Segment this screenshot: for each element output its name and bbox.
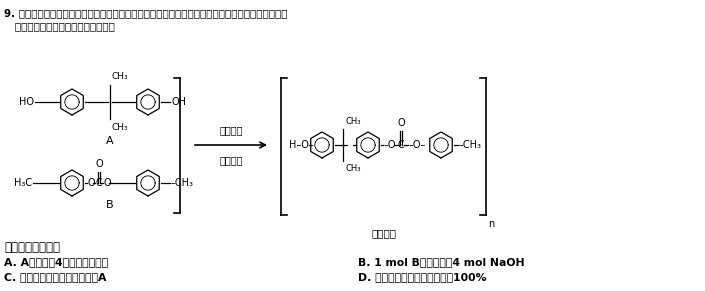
Text: n: n bbox=[488, 219, 494, 229]
Text: O: O bbox=[104, 178, 111, 188]
Text: 9. 聚碳酸酯具有优越的光学性能，可制作成光学透镜，用于相机、显微镜、投影仪的光学程序系统。: 9. 聚碳酸酯具有优越的光学性能，可制作成光学透镜，用于相机、显微镜、投影仪的光… bbox=[4, 8, 288, 18]
Text: D. 该合成反应的原子利用率为100%: D. 该合成反应的原子利用率为100% bbox=[358, 272, 486, 282]
Text: B. 1 mol B最多可消耗4 mol NaOH: B. 1 mol B最多可消耗4 mol NaOH bbox=[358, 257, 525, 267]
Text: O: O bbox=[88, 178, 96, 188]
Text: –O–: –O– bbox=[384, 140, 401, 150]
Text: B: B bbox=[106, 200, 114, 210]
Text: H–O–: H–O– bbox=[289, 140, 314, 150]
Text: –CH₃: –CH₃ bbox=[459, 140, 482, 150]
Text: A: A bbox=[106, 136, 114, 146]
Text: 磷酸氢馒: 磷酸氢馒 bbox=[219, 155, 243, 165]
Text: CH₃: CH₃ bbox=[345, 117, 360, 126]
Text: CH₃: CH₃ bbox=[112, 123, 128, 132]
Text: O: O bbox=[397, 118, 405, 128]
Text: OH: OH bbox=[171, 97, 186, 107]
Text: 四苯垆钔: 四苯垆钔 bbox=[219, 125, 243, 135]
Text: 下列说法正确的是: 下列说法正确的是 bbox=[4, 241, 60, 254]
Text: CH₃: CH₃ bbox=[112, 72, 128, 81]
Text: O: O bbox=[95, 159, 103, 169]
Text: H₃C: H₃C bbox=[14, 178, 32, 188]
Text: CH₃: CH₃ bbox=[345, 164, 360, 173]
Text: C: C bbox=[398, 140, 405, 150]
Text: C: C bbox=[96, 178, 103, 188]
Text: –CH₃: –CH₃ bbox=[171, 178, 194, 188]
Text: C. 可用酸性高锶酸鿨溶液鉴别A: C. 可用酸性高锶酸鿨溶液鉴别A bbox=[4, 272, 106, 282]
Text: 聚碳酸酯: 聚碳酸酯 bbox=[371, 228, 396, 238]
Text: 一种聚碳酸酯的合成方法如下所示：: 一种聚碳酸酯的合成方法如下所示： bbox=[4, 21, 115, 31]
Text: –O–: –O– bbox=[409, 140, 427, 150]
Text: A. A中最多朁4个碳原子共平面: A. A中最多朁4个碳原子共平面 bbox=[4, 257, 108, 267]
Text: HO: HO bbox=[19, 97, 34, 107]
